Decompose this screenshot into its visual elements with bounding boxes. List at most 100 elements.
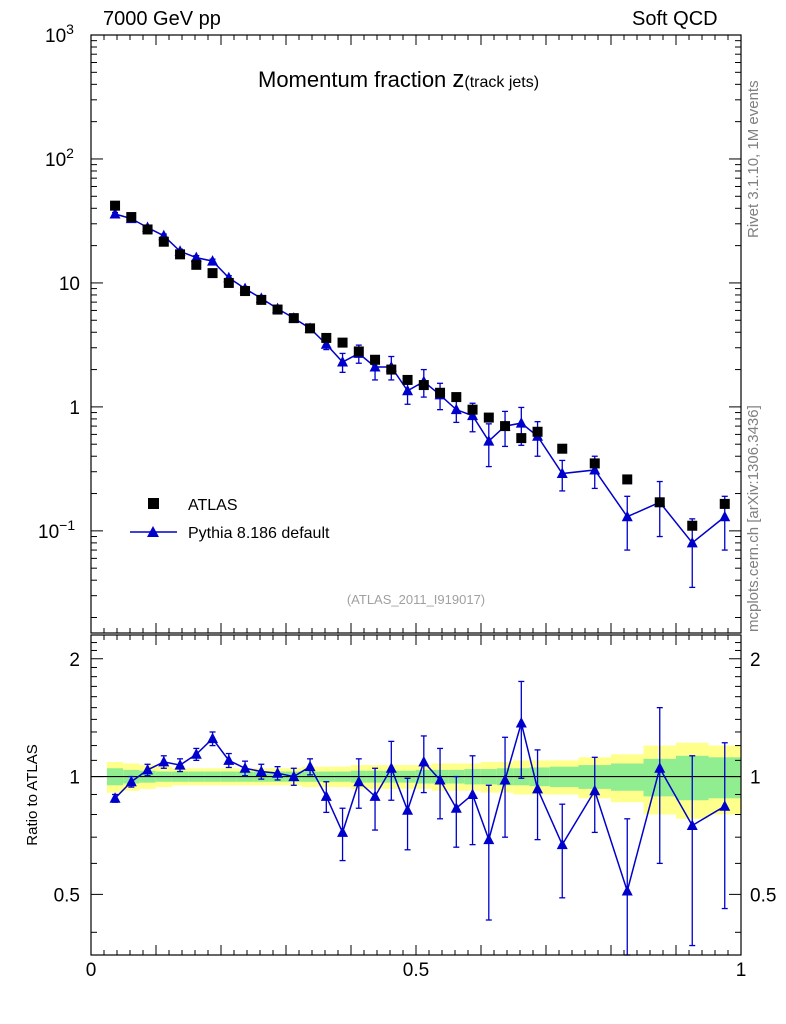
ratio-y-tick-label-right: 2	[750, 650, 761, 671]
ratio-point	[589, 784, 601, 796]
data-point	[622, 474, 633, 485]
mc-point	[337, 356, 349, 367]
y-tick-label: 1	[69, 398, 80, 419]
ratio-y-tick-label-right: 1	[750, 768, 761, 789]
ratio-point	[239, 762, 251, 773]
ratio-point	[719, 800, 731, 811]
data-point	[158, 236, 169, 247]
x-tick-label: 0.5	[403, 960, 429, 981]
ratio-point	[255, 765, 267, 777]
ratio-point	[337, 826, 349, 837]
ratio-point	[125, 775, 137, 787]
ratio-point	[621, 885, 633, 896]
mc-point	[589, 463, 601, 475]
analysis-tag: (ATLAS_2011_I919017)	[347, 592, 485, 607]
ratio-point	[272, 767, 284, 778]
data-point	[110, 200, 121, 211]
ratio-y-tick-label: 0.5	[54, 885, 80, 906]
data-series	[110, 200, 730, 531]
data-point	[223, 277, 234, 288]
ratio-point	[223, 754, 235, 765]
ratio-point	[385, 762, 397, 773]
data-point	[305, 323, 316, 334]
legend-data-label: ATLAS	[188, 497, 238, 514]
axis-ticks	[90, 34, 742, 955]
ratio-point	[467, 788, 479, 799]
legend: ATLAS Pythia 8.186 default	[130, 497, 330, 542]
ratio-point	[142, 763, 154, 775]
ratio-point	[532, 782, 544, 794]
ratio-series	[109, 680, 731, 956]
data-point	[353, 346, 364, 357]
ratio-point	[450, 802, 462, 813]
mc-point	[207, 255, 219, 266]
data-point	[288, 313, 299, 324]
ratio-y-tick-label: 2	[69, 650, 80, 671]
data-point	[126, 212, 137, 223]
chart-title: Momentum fraction z(track jets)	[258, 66, 539, 93]
legend-data-marker	[148, 498, 159, 509]
ratio-point	[320, 790, 332, 801]
ratio-point	[288, 770, 300, 782]
data-point	[272, 304, 283, 315]
data-point	[240, 286, 251, 297]
data-point	[402, 374, 413, 385]
mc-point	[556, 467, 568, 479]
data-point	[418, 380, 429, 391]
data-point	[557, 443, 568, 454]
ratio-point	[402, 804, 414, 815]
data-point	[337, 337, 348, 348]
legend-mc-label: Pythia 8.186 default	[188, 525, 330, 542]
ratio-point	[418, 755, 430, 767]
ratio-point	[158, 755, 170, 767]
mc-point	[467, 409, 479, 421]
mc-point	[109, 207, 121, 219]
mc-point	[450, 403, 462, 415]
data-point	[654, 497, 665, 508]
ratio-point	[434, 773, 446, 785]
ratio-point	[174, 759, 186, 770]
mc-point	[320, 338, 332, 349]
ratio-point	[109, 792, 121, 803]
data-point	[719, 498, 730, 509]
main-panel-frame	[90, 34, 742, 634]
mc-point	[621, 510, 633, 522]
data-point	[191, 259, 202, 270]
data-point	[483, 412, 494, 423]
data-point	[386, 364, 397, 375]
data-point	[435, 387, 446, 398]
ratio-point	[556, 838, 568, 850]
ratio-point	[654, 762, 666, 773]
y-tick-label: 103	[45, 21, 74, 47]
header-right: Soft QCD	[632, 8, 718, 30]
mc-line	[114, 213, 726, 544]
x-tick-label: 1	[736, 960, 747, 981]
y-tick-label: 10−1	[38, 517, 75, 543]
data-point	[321, 332, 332, 343]
mc-point	[483, 435, 495, 446]
ratio-point	[207, 732, 219, 744]
y-tick-label: 102	[45, 145, 74, 171]
data-point	[256, 294, 267, 305]
data-point	[142, 224, 153, 235]
data-point	[451, 392, 462, 403]
data-point	[175, 249, 186, 260]
mc-point	[719, 510, 731, 522]
mc-point	[686, 536, 698, 548]
ratio-point	[515, 717, 527, 728]
mc-point	[369, 360, 381, 372]
data-point	[207, 268, 218, 279]
mc-point	[190, 251, 202, 263]
data-point	[467, 404, 478, 415]
data-point	[370, 354, 381, 365]
data-point	[589, 458, 600, 469]
legend-mc-marker	[147, 526, 159, 537]
ratio-point	[353, 775, 365, 787]
ratio-point	[369, 790, 381, 801]
x-tick-label: 0	[86, 960, 97, 981]
data-point	[516, 433, 527, 444]
data-point	[500, 421, 511, 432]
ratio-point	[190, 748, 202, 759]
